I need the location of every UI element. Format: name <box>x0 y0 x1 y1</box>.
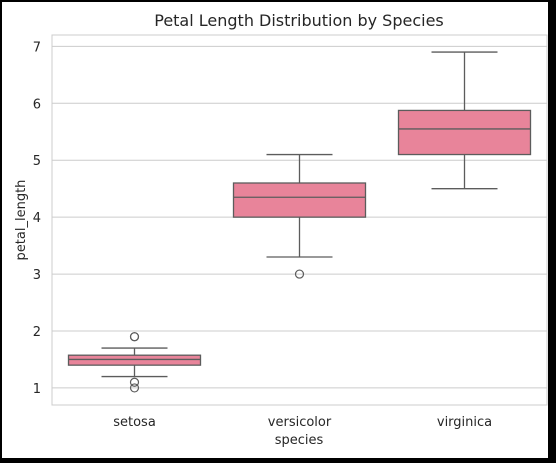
box-setosa <box>67 332 202 393</box>
iqr-box <box>67 354 202 366</box>
y-tick-label: 1 <box>33 382 41 397</box>
x-tick-label: versicolor <box>268 415 332 430</box>
y-tick-label: 6 <box>33 97 41 112</box>
plot-area-border <box>51 34 548 406</box>
y-tick-label: 4 <box>33 211 41 226</box>
y-tick-label: 2 <box>33 325 41 340</box>
box-versicolor <box>232 153 367 279</box>
outlier-point <box>294 269 305 279</box>
box-virginica <box>397 51 532 190</box>
y-tick-label: 3 <box>33 268 41 283</box>
outlier-point <box>129 332 140 342</box>
outlier-point <box>129 383 140 393</box>
boxes <box>67 51 532 393</box>
x-tick-labels: setosa versicolor virginica <box>113 415 492 430</box>
outlier-point <box>129 377 140 387</box>
x-axis-label: species <box>275 433 324 448</box>
y-tick-label: 5 <box>33 154 41 169</box>
iqr-box <box>397 109 532 156</box>
x-tick-label: setosa <box>113 415 156 430</box>
iqr-box <box>232 182 367 218</box>
y-tick-label: 7 <box>33 40 41 55</box>
x-tick-label: virginica <box>437 415 492 430</box>
y-tick-labels: 1 2 3 4 5 6 7 <box>33 40 41 397</box>
chart-title: Petal Length Distribution by Species <box>154 11 444 30</box>
y-axis-label: petal_length <box>14 180 29 261</box>
